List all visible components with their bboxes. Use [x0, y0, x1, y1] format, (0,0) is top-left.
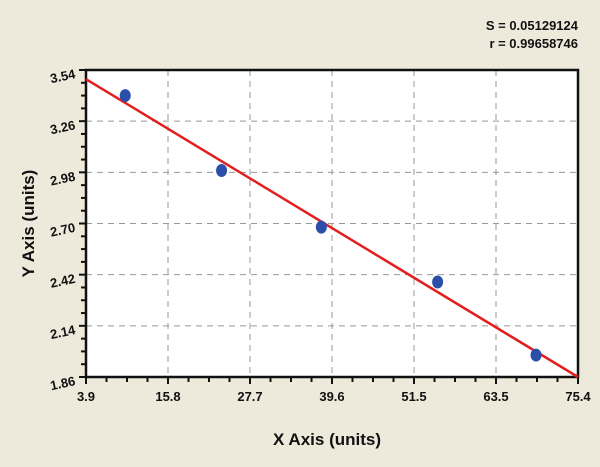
y-tick-label: 3.26	[49, 117, 77, 137]
x-tick-label: 39.6	[319, 389, 344, 404]
y-tick-label: 2.70	[49, 220, 77, 240]
plot-frame	[84, 68, 580, 379]
x-tick-label: 15.8	[155, 389, 180, 404]
y-tick-label: 3.54	[49, 66, 78, 86]
x-tick-label: 27.7	[237, 389, 262, 404]
y-tick-label: 2.98	[49, 169, 77, 189]
y-tick-label: 1.86	[49, 373, 77, 393]
x-axis-label: X Axis (units)	[273, 430, 381, 449]
x-tick-label: 63.5	[483, 389, 508, 404]
x-tick-label: 51.5	[401, 389, 426, 404]
fit-line	[85, 78, 579, 379]
s-annotation: S = 0.05129124	[485, 18, 578, 33]
x-tick-label: 75.4	[565, 389, 591, 404]
data-point	[216, 164, 228, 178]
y-tick-label: 2.14	[49, 322, 78, 342]
r-annotation: r = 0.99658746	[489, 36, 578, 51]
data-point	[315, 220, 327, 234]
y-axis-label: Y Axis (units)	[19, 170, 38, 278]
data-point	[119, 89, 131, 103]
data-point	[530, 348, 542, 362]
x-tick-label: 3.9	[77, 389, 95, 404]
data-point	[432, 275, 444, 289]
y-tick-label: 2.42	[49, 271, 77, 291]
